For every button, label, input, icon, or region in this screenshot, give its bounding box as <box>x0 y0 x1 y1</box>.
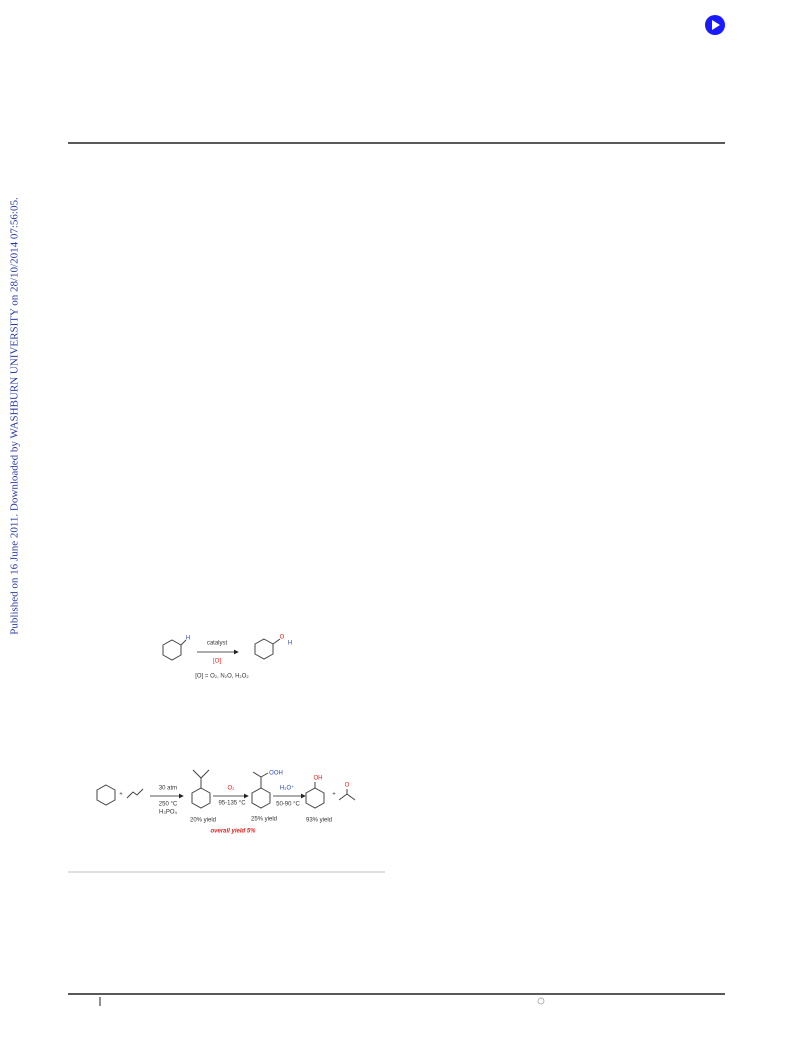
reagent: H₃PO₄ <box>159 810 177 816</box>
plus: + <box>119 792 123 798</box>
ring <box>305 787 325 809</box>
bond <box>180 639 187 646</box>
reagent: 50-90 °C <box>276 802 300 808</box>
play-glyph <box>712 20 720 30</box>
ring <box>96 784 116 806</box>
scheme-1: H catalyst [O] O H [O] = O₂, N₂O, H₂O₂ <box>162 635 292 680</box>
footer-icon <box>537 997 545 1005</box>
ring <box>162 639 182 661</box>
note: [O] = O₂, N₂O, H₂O₂ <box>195 674 249 680</box>
overall-yield: overall yield 5% <box>210 829 256 835</box>
reagent: 30 atm <box>159 786 177 792</box>
reagent: catalyst <box>207 641 228 647</box>
bond <box>192 769 210 779</box>
bond <box>272 638 281 645</box>
yield: 20% yield <box>190 818 216 824</box>
bond <box>260 772 269 778</box>
atom: O <box>345 783 350 789</box>
atom: O <box>280 635 285 641</box>
atom: H <box>186 636 190 642</box>
reagent: [O] <box>213 659 221 665</box>
sidebar: Published on 16 June 2011. Downloaded by… <box>9 197 21 635</box>
yield: 93% yield <box>306 818 332 824</box>
ring <box>251 787 271 809</box>
reagent: H₃O⁺ <box>280 785 295 792</box>
group: OOH <box>269 771 283 777</box>
reagent: 95-135 °C <box>218 801 246 807</box>
yield: 25% yield <box>251 817 277 823</box>
ring <box>254 638 274 660</box>
acetone <box>338 793 356 801</box>
group: OH <box>314 776 323 782</box>
ring <box>191 787 211 809</box>
reagent: O₂ <box>228 786 236 792</box>
propene <box>126 788 144 799</box>
reagent: 250 °C <box>159 802 178 808</box>
atom: H <box>288 641 292 647</box>
scheme-2: + 30 atm 250 °C H₃PO₄ 20% yield O₂ 95-13… <box>96 769 356 835</box>
plus: + <box>332 792 336 798</box>
bond <box>252 771 262 778</box>
